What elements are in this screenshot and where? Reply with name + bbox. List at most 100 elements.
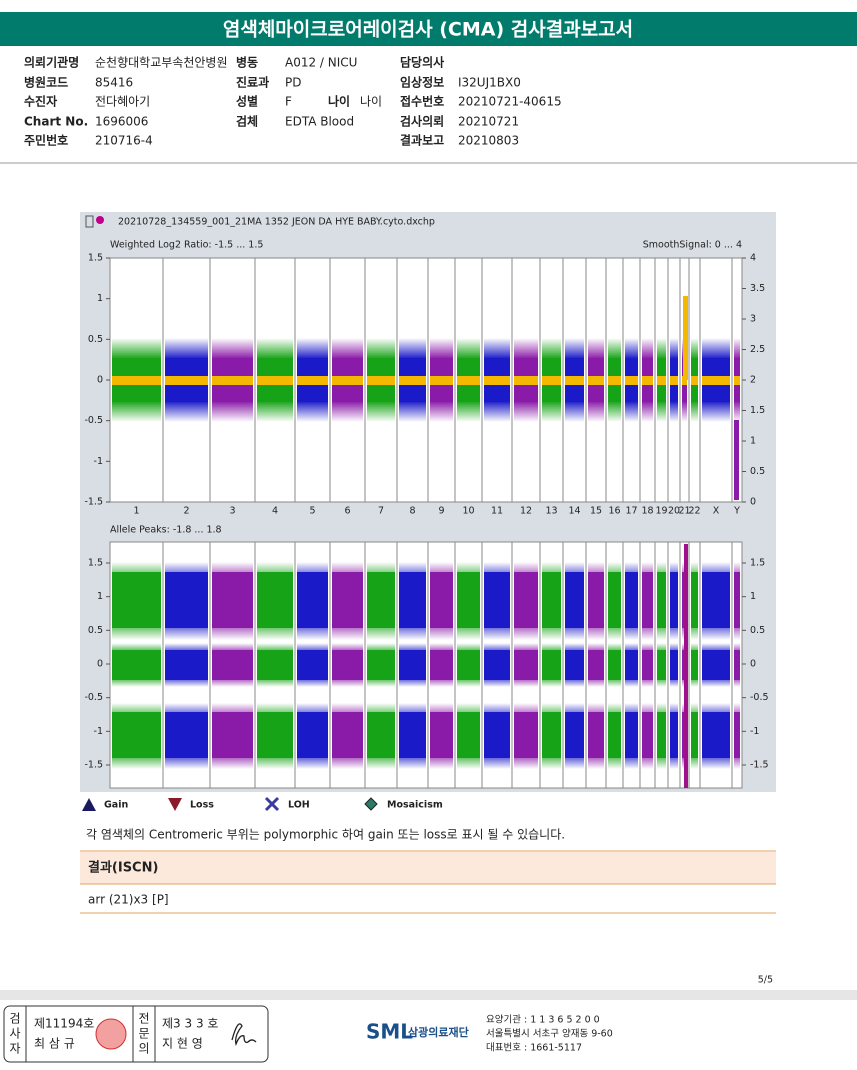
loss-mark [734,420,739,500]
gain-mark [683,296,688,380]
allele-band [212,712,253,758]
allele-band [542,650,561,680]
info-label: 의뢰기관명 [24,55,79,70]
footer-lines: 요양기관 : 1 1 3 6 5 2 0 0 서울특별시 서초구 양재동 9-60… [486,1015,613,1054]
allele-band [588,572,604,628]
tick-label: 1 [750,436,756,447]
vertical-char: 문 [138,1027,149,1041]
info-value: 85416 [95,76,133,90]
tick-label: 1.5 [750,405,765,416]
chrom-label: 13 [545,506,557,517]
tick-label: 1 [97,591,103,602]
vertical-char: 검 [9,1012,20,1026]
allele-band [657,712,666,758]
smooth-signal [514,376,538,385]
allele-band [430,572,453,628]
legend-symbol [168,798,182,811]
tick-label: 3.5 [750,283,765,294]
signature [231,1023,257,1047]
allele-band [588,650,604,680]
tick-label: 1 [97,293,103,304]
allele-band [608,650,621,680]
smooth-signal [542,376,561,385]
tick-label: -1 [94,456,103,467]
allele-band [514,650,538,680]
info-label: Chart No. [24,115,88,129]
top-label: Weighted Log2 Ratio: -1.5 ... 1.5 [110,240,263,251]
info-value: EDTA Blood [285,115,354,129]
tick-label: 0 [750,497,756,508]
header-title: 염색체마이크로어레이검사 (CMA) 검사결과보고서 [223,19,633,41]
smooth-signal [332,376,363,385]
smooth-signal [608,376,621,385]
info-label: 접수번호 [400,94,444,109]
allele-band [670,712,678,758]
chrom-label: 15 [590,506,602,517]
chrom-label: 11 [491,506,503,517]
allele-band [702,712,730,758]
tick-label: 0.5 [750,466,765,477]
allele-band [367,572,395,628]
chrom-label: 20 [668,506,680,517]
tick-label: -0.5 [750,692,769,703]
allele-band [332,712,363,758]
legend-label: Gain [104,800,128,811]
chrom-label: 21 [678,506,690,517]
info-value: 20210721-40615 [458,95,562,109]
chrom-label: 9 [438,506,444,517]
allele-band [642,650,653,680]
legend-symbol [364,797,378,811]
smooth-signal [682,376,687,385]
info-value: 1696006 [95,115,148,129]
allele-band [165,712,208,758]
chrom-label: 1 [133,506,139,517]
allele-band [670,572,678,628]
allele-band [691,712,698,758]
allele-band [542,712,561,758]
info-label: 진료과 [236,75,269,90]
smooth-signal [112,376,161,385]
chrom-label: 22 [688,506,700,517]
chrom-label: 7 [378,506,384,517]
tick-label: -0.5 [84,415,103,426]
smooth-signal [457,376,480,385]
chrom-label: 18 [641,506,653,517]
allele-band [430,712,453,758]
gain-mark [684,544,688,788]
org: 삼광의료재단 [408,1025,469,1039]
vertical-char: 전 [138,1012,149,1026]
smooth-signal [588,376,604,385]
allele-band [367,650,395,680]
smooth-signal [565,376,584,385]
tester-name: 최 삼 규 [34,1037,75,1051]
tick-label: 0 [97,659,103,670]
info-value: 나이 [360,95,382,109]
allele-band [670,650,678,680]
allele-band [399,650,426,680]
allele-band [165,572,208,628]
smooth-signal [642,376,653,385]
legend-symbol [264,796,280,812]
tick-label: -1.5 [750,760,769,771]
allele-band [565,650,584,680]
plot-file: 20210728_134559_001_21MA 1352 JEON DA HY… [118,217,435,228]
info-value: I32UJ1BX0 [458,76,521,90]
info-value: 210716-4 [95,134,153,148]
legend-label: Loss [190,800,214,811]
tick-label: 3 [750,314,756,325]
allele-band [457,650,480,680]
chrom-label: 6 [344,506,350,517]
vertical-char: 자 [9,1042,20,1056]
allele-band [430,650,453,680]
info-label: 담당의사 [400,55,444,70]
allele-band [457,712,480,758]
tick-label: -1.5 [84,760,103,771]
info-label: 결과보고 [400,133,444,148]
chrom-label: Y [733,506,740,517]
tick-label: 1.5 [88,558,103,569]
allele-band [657,572,666,628]
chrom-label: 16 [608,506,620,517]
chrom-label: 3 [229,506,235,517]
tick-label: -1 [94,726,103,737]
